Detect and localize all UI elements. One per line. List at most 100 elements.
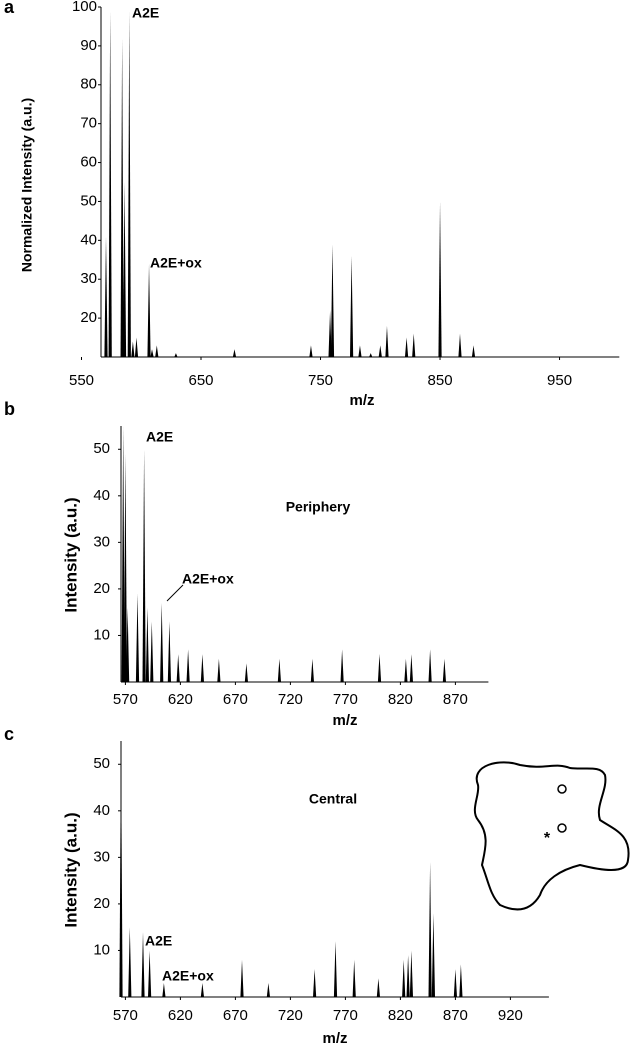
peak <box>150 621 154 682</box>
peak <box>453 969 457 997</box>
peak <box>385 325 389 357</box>
peak <box>135 593 140 682</box>
y-tick-label: 70 <box>80 115 97 132</box>
x-tick-label: 620 <box>168 691 193 708</box>
peak <box>121 426 125 682</box>
peak <box>126 607 130 682</box>
y-tick-label: 100 <box>72 0 97 15</box>
peak <box>200 654 204 682</box>
peak <box>409 654 413 682</box>
peak <box>200 983 204 997</box>
x-axis-title: m/z <box>349 392 374 409</box>
peak <box>123 453 127 682</box>
peak <box>134 337 139 357</box>
y-tick-label: 30 <box>80 270 97 287</box>
peak <box>431 913 435 997</box>
peak <box>277 658 281 682</box>
y-axis-title: Intensity (a.u.) <box>61 497 80 612</box>
panel-label: a <box>4 0 15 17</box>
x-tick-label: 950 <box>547 372 572 389</box>
peak <box>358 345 362 357</box>
x-tick-label: 770 <box>333 1007 358 1024</box>
x-tick-label: 770 <box>333 691 358 708</box>
leader-line <box>166 584 184 602</box>
peak <box>122 182 127 357</box>
peak <box>404 337 409 357</box>
peak <box>167 621 171 682</box>
x-tick-label: 650 <box>188 372 213 389</box>
x-tick-label: 620 <box>168 1007 193 1024</box>
y-axis-title: Normalized Intensity (a.u.) <box>19 98 35 272</box>
annotation: A2E+ox <box>182 571 234 587</box>
peak <box>309 345 313 357</box>
peak <box>412 333 416 357</box>
peak <box>428 649 432 682</box>
peak <box>104 236 108 357</box>
peak <box>217 658 221 682</box>
peak <box>162 983 166 997</box>
x-tick-label: 870 <box>443 691 468 708</box>
x-tick-label: 720 <box>278 691 303 708</box>
y-tick-label: 80 <box>80 76 97 93</box>
y-tick-label: 40 <box>80 231 97 248</box>
y-tick-label: 10 <box>93 941 110 958</box>
x-tick-label: 570 <box>113 1007 138 1024</box>
y-tick-label: 30 <box>93 848 110 865</box>
y-axis-title: Intensity (a.u.) <box>61 812 80 927</box>
peak <box>266 983 270 997</box>
x-tick-label: 920 <box>498 1007 523 1024</box>
peak <box>145 607 149 682</box>
peak <box>459 964 463 997</box>
peak <box>404 658 408 682</box>
x-tick-label: 670 <box>223 1007 248 1024</box>
peak <box>232 349 237 357</box>
y-tick-label: 40 <box>93 802 110 819</box>
panel-note: Central <box>309 791 357 807</box>
peak <box>141 931 145 997</box>
peak <box>352 959 356 997</box>
peak <box>240 959 244 997</box>
peak <box>119 741 123 997</box>
x-tick-label: 670 <box>223 691 248 708</box>
inset-spot <box>557 784 567 794</box>
peak <box>377 654 382 682</box>
peak <box>402 959 406 997</box>
x-tick-label: 820 <box>388 691 413 708</box>
peak <box>340 649 344 682</box>
y-tick-label: 60 <box>80 154 97 171</box>
y-tick-label: 30 <box>93 533 110 550</box>
y-tick-label: 10 <box>93 626 110 643</box>
annotation: A2E <box>145 933 172 949</box>
peak <box>313 969 317 997</box>
peak <box>458 333 462 357</box>
y-tick-label: 20 <box>93 580 110 597</box>
peak <box>378 345 382 357</box>
peak <box>442 658 446 682</box>
annotation: A2E+ox <box>162 968 214 984</box>
peak <box>147 263 151 357</box>
peak <box>186 649 190 682</box>
y-tick-label: 50 <box>93 755 110 772</box>
panel-note: Periphery <box>286 499 351 515</box>
x-tick-label: 850 <box>428 372 453 389</box>
y-tick-label: 50 <box>80 192 97 209</box>
peak <box>108 10 112 358</box>
x-tick-label: 820 <box>388 1007 413 1024</box>
annotation: A2E <box>132 5 159 21</box>
y-tick-label: 50 <box>93 440 110 457</box>
peak <box>369 353 373 357</box>
y-tick-label: 90 <box>80 37 97 54</box>
panel-label: b <box>4 399 15 419</box>
peak <box>142 449 146 682</box>
peak <box>148 950 152 997</box>
annotation: A2E <box>146 429 173 445</box>
peak <box>406 955 410 997</box>
peak <box>128 927 132 997</box>
x-tick-label: 870 <box>443 1007 468 1024</box>
annotation: A2E+ox <box>150 255 202 271</box>
peak <box>127 10 131 358</box>
peak <box>471 345 476 357</box>
y-tick-label: 20 <box>93 895 110 912</box>
peak <box>131 341 135 357</box>
